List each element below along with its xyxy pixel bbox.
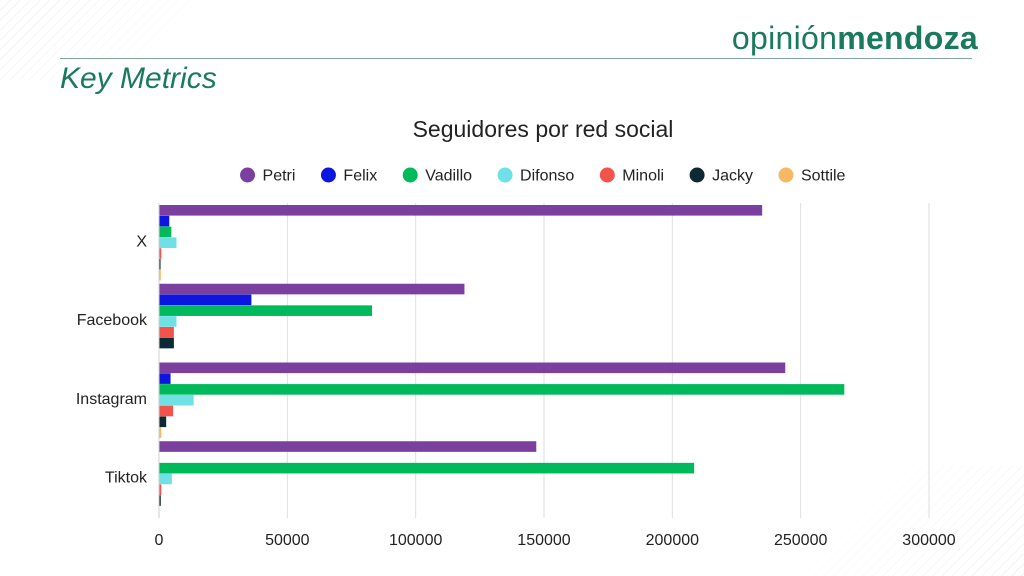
brand-logo-bold: mendoza: [837, 20, 978, 56]
bar-petri-tiktok: [159, 441, 537, 452]
category-label-facebook: Facebook: [77, 312, 148, 329]
bar-petri-instagram: [159, 362, 786, 374]
bar-jacky-instagram: [159, 416, 167, 428]
legend-label-felix: Felix: [343, 168, 377, 185]
legend-marker-minoli: [599, 167, 615, 183]
bar-difonso-x: [159, 237, 177, 248]
category-label-instagram: Instagram: [76, 391, 147, 408]
legend-label-vadillo: Vadillo: [425, 168, 472, 185]
chart-title: Seguidores por red social: [413, 116, 674, 142]
bar-difonso-instagram: [159, 394, 194, 406]
legend-marker-petri: [240, 167, 256, 183]
bar-difonso-tiktok: [159, 473, 172, 485]
category-label-tiktok: Tiktok: [105, 470, 148, 487]
bar-vadillo-tiktok: [159, 462, 695, 474]
bar-sottile-instagram: [159, 427, 162, 438]
bar-minoli-tiktok: [159, 484, 162, 496]
bar-minoli-facebook: [159, 326, 174, 338]
legend-marker-felix: [320, 167, 336, 183]
bar-jacky-tiktok: [159, 495, 161, 506]
legend-label-jacky: Jacky: [712, 168, 753, 185]
legend-marker-jacky: [689, 167, 705, 183]
legend-marker-sottile: [778, 167, 794, 183]
bar-petri-x: [159, 205, 763, 216]
x-tick-label: 0: [155, 532, 164, 549]
x-tick-label: 200000: [646, 532, 699, 549]
legend-label-sottile: Sottile: [801, 168, 846, 185]
corner-pattern-bottom-right: [804, 466, 1024, 576]
bar-felix-x: [159, 215, 170, 227]
x-tick-label: 50000: [265, 532, 310, 549]
header-divider: [60, 58, 972, 59]
legend-label-minoli: Minoli: [622, 168, 664, 185]
legend-marker-vadillo: [402, 167, 418, 183]
bar-sottile-x: [159, 269, 161, 281]
legend-marker-difonso: [497, 167, 513, 183]
page-title: Key Metrics: [60, 62, 217, 95]
bar-vadillo-instagram: [159, 384, 845, 395]
x-tick-label: 250000: [774, 532, 827, 549]
x-tick-label: 300000: [902, 532, 955, 549]
bar-minoli-x: [159, 248, 162, 259]
bar-felix-instagram: [159, 373, 171, 384]
bar-jacky-facebook: [159, 337, 174, 349]
legend-label-petri: Petri: [263, 168, 296, 185]
bar-minoli-instagram: [159, 405, 174, 417]
bar-vadillo-facebook: [159, 305, 373, 316]
bar-felix-facebook: [159, 294, 252, 306]
category-label-x: X: [136, 233, 147, 250]
x-tick-label: 100000: [389, 532, 442, 549]
bar-vadillo-x: [159, 226, 172, 238]
x-tick-label: 150000: [517, 532, 570, 549]
legend-label-difonso: Difonso: [520, 168, 574, 185]
brand-logo: opiniónmendoza: [732, 20, 978, 57]
bar-difonso-facebook: [159, 316, 177, 327]
bar-jacky-x: [159, 259, 161, 270]
brand-logo-light: opinión: [731, 20, 838, 56]
corner-pattern-top-left: [0, 0, 240, 80]
bar-petri-facebook: [159, 283, 465, 295]
